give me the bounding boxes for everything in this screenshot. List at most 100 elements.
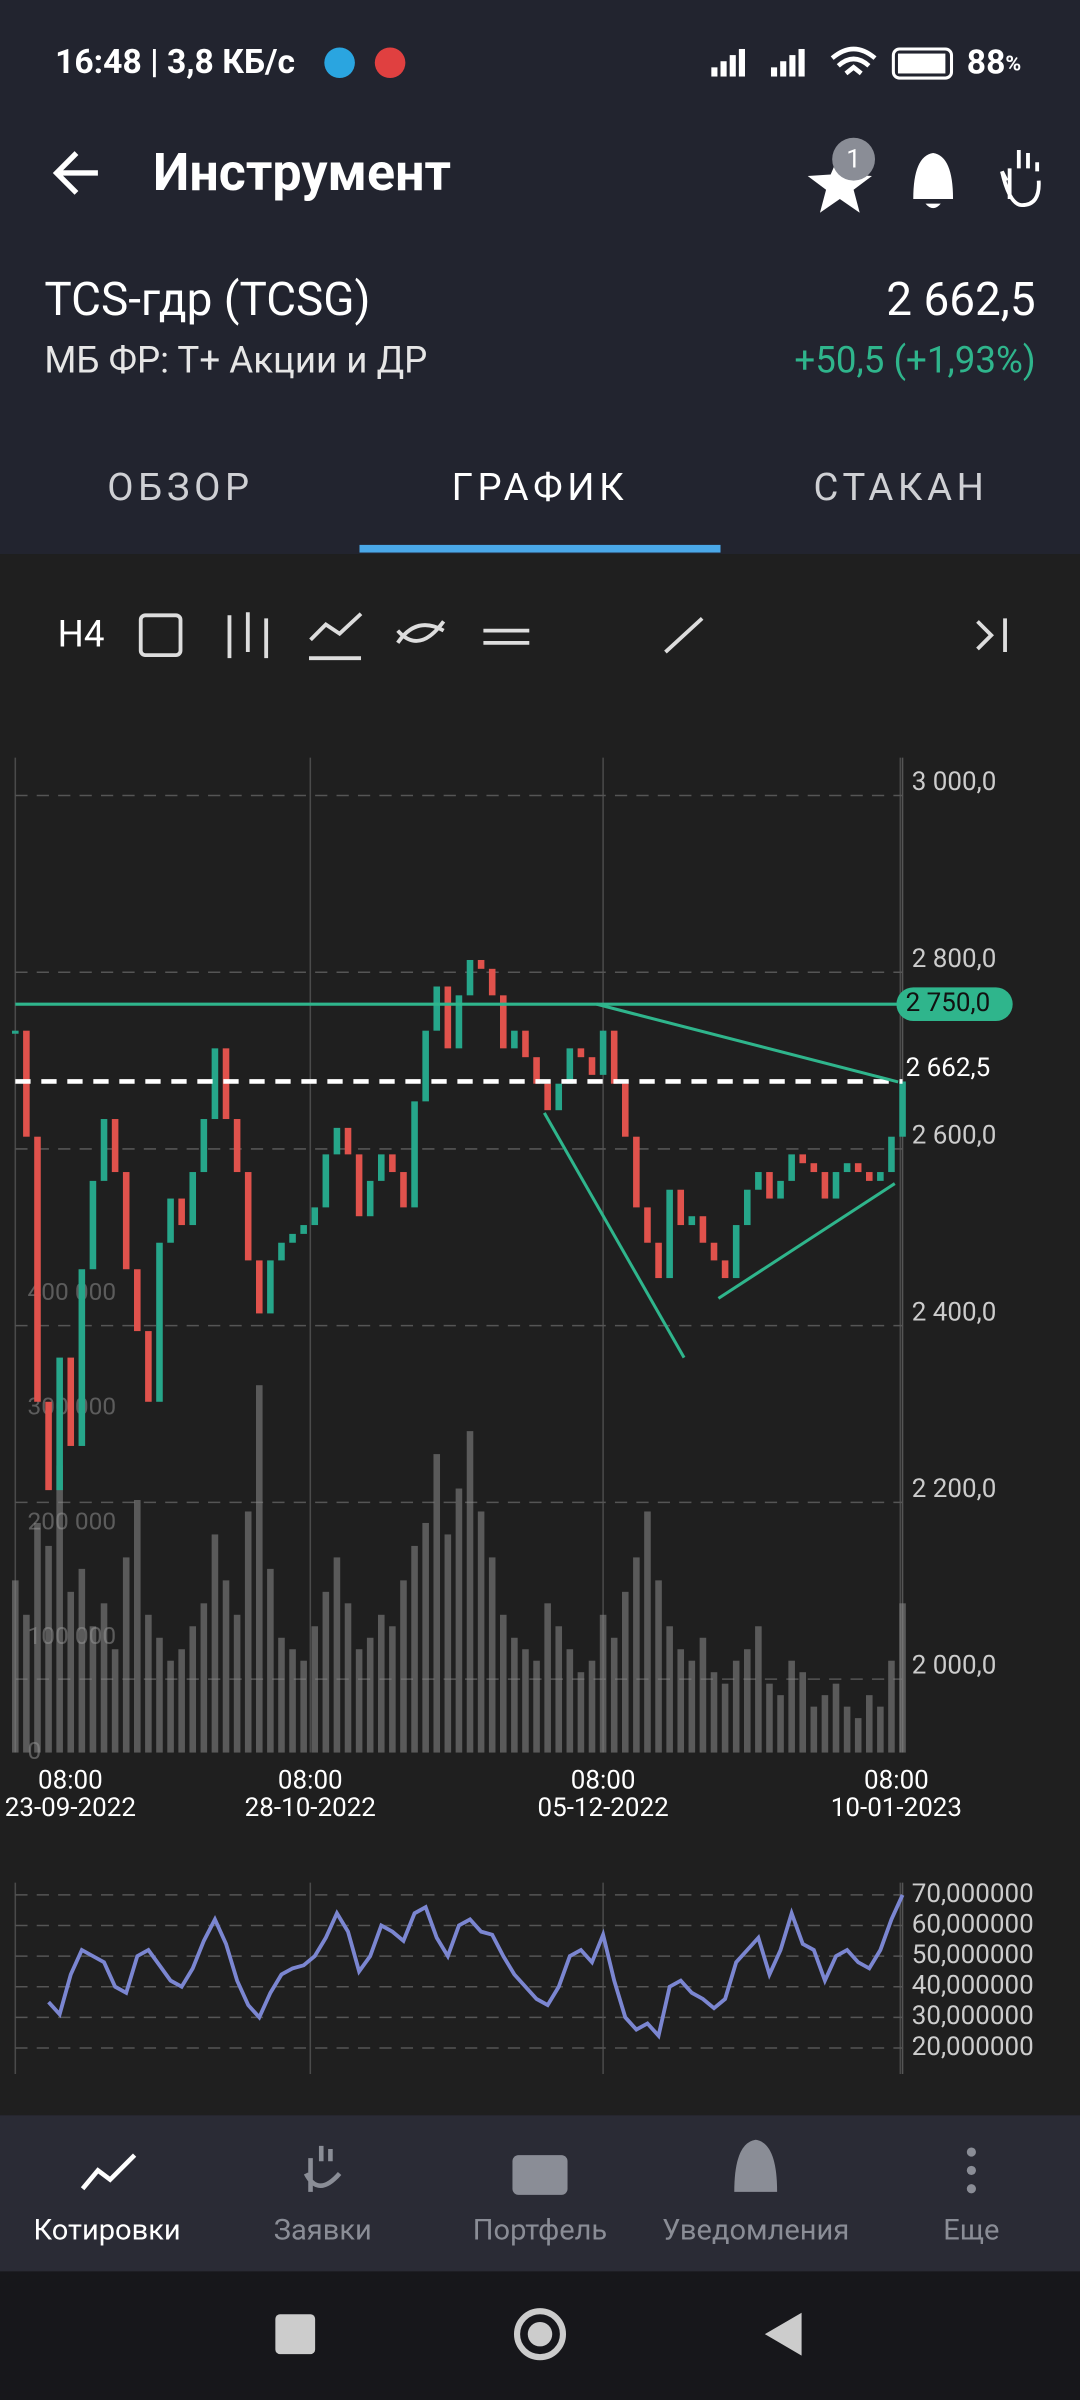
calendar-button[interactable] [138,613,183,658]
y-tick-label: 2 600,0 [912,1121,997,1151]
candle [455,995,463,1049]
y-tick-label: 40,000000 [912,1971,1034,2001]
volume-bar [655,1580,662,1753]
candle [522,1030,529,1058]
toolbar-icons [138,612,1007,661]
nav-item-active[interactable]: Котировки [33,2213,180,2247]
candle [466,959,474,996]
volume-bar [45,1545,52,1753]
volume-bar [244,1511,252,1753]
candle [289,1233,296,1243]
status-time: 16:48 | 3,8 КБ/с [55,43,295,82]
volume-bar [267,1568,274,1753]
candle [256,1260,263,1314]
candle [311,1207,319,1226]
volume-bar [156,1637,163,1753]
interval-button[interactable]: H4 [58,612,105,655]
y-tick-label: 2 000,0 [912,1651,997,1681]
candle [422,1030,429,1102]
candle [444,986,452,1049]
nav-item[interactable]: Еще [943,2213,999,2247]
candle [755,1172,762,1190]
alerts-button[interactable] [913,153,954,209]
tab[interactable]: ОБЗОР [107,466,254,510]
tab-active[interactable]: ГРАФИК [452,466,629,510]
candle [244,1172,252,1261]
draw-button[interactable] [664,616,704,654]
candle [666,1189,673,1279]
recents-button[interactable] [275,2314,316,2355]
volume-bar [322,1591,330,1753]
volume-bar [178,1649,185,1753]
candle [78,1269,86,1446]
instrument-change: +50,5 (+1,93%) [794,338,1035,381]
volume-bar [710,1672,718,1753]
app-icon [374,47,406,79]
levels-button[interactable] [483,628,530,645]
volume-bar [189,1626,197,1753]
favorite-button[interactable] [807,153,872,213]
candle [355,1154,363,1217]
home-dot [527,2321,553,2347]
y-tick-label: 60,000000 [912,1909,1034,1939]
volume-bar [555,1626,563,1753]
level-pill [896,987,1013,1022]
candle [200,1119,208,1173]
back-nav-button[interactable] [764,2312,802,2356]
tab[interactable]: СТАКАН [814,466,989,510]
y-tick-label: 70,000000 [912,1879,1034,1909]
candle [788,1154,795,1181]
order-button[interactable] [1000,150,1041,208]
nav-icons [80,2139,976,2195]
x-tick-date: 05-12-2022 [537,1793,668,1823]
volume-bar [67,1591,75,1753]
studies-button[interactable] [396,620,446,644]
candle [56,1357,63,1491]
candle [865,1172,873,1181]
volume-bar [344,1603,352,1753]
volume-bar [533,1660,540,1753]
candles-button[interactable] [227,612,269,659]
rsi-line [47,1894,905,2040]
volume-bar [644,1511,651,1753]
nav-item[interactable]: Заявки [274,2213,372,2247]
x-tick-date: 10-01-2023 [831,1793,962,1823]
volume-bar [145,1614,152,1753]
candle [799,1154,807,1164]
volume-bar [666,1626,673,1753]
volume-bar [355,1649,363,1753]
volume-bar [566,1649,574,1753]
battery-text: 88% [967,43,1021,82]
home-button[interactable] [513,2308,567,2361]
volume-bar [755,1626,762,1753]
candle [677,1189,685,1226]
candle [111,1119,119,1173]
candle [156,1242,163,1402]
volume-bar [233,1614,241,1753]
volume-bar [877,1706,884,1753]
volume-bar [289,1649,296,1753]
volume-bar [511,1637,518,1753]
volume-bar [522,1649,529,1753]
nav-item[interactable]: Уведомления [662,2213,849,2247]
x-tick-label: 08:00 [864,1766,929,1796]
volume-bar [577,1672,585,1753]
candle [300,1225,307,1234]
candle [644,1207,651,1243]
candle [710,1242,718,1261]
level-label: 2 662,5 [906,1053,991,1083]
volume-bar [699,1637,707,1753]
volume-bar [56,1465,63,1753]
candle [699,1216,707,1243]
end-button[interactable] [976,618,1007,653]
nav-item[interactable]: Портфель [473,2213,607,2247]
candle [12,1030,19,1034]
back-button[interactable] [52,151,98,195]
page-title: Инструмент [153,142,451,203]
indicators-button[interactable] [309,612,363,661]
candle [610,1030,618,1084]
candle [688,1216,696,1226]
volume-bar [389,1626,396,1753]
instrument-name: TCS-гдр (TCSG) [44,273,370,327]
